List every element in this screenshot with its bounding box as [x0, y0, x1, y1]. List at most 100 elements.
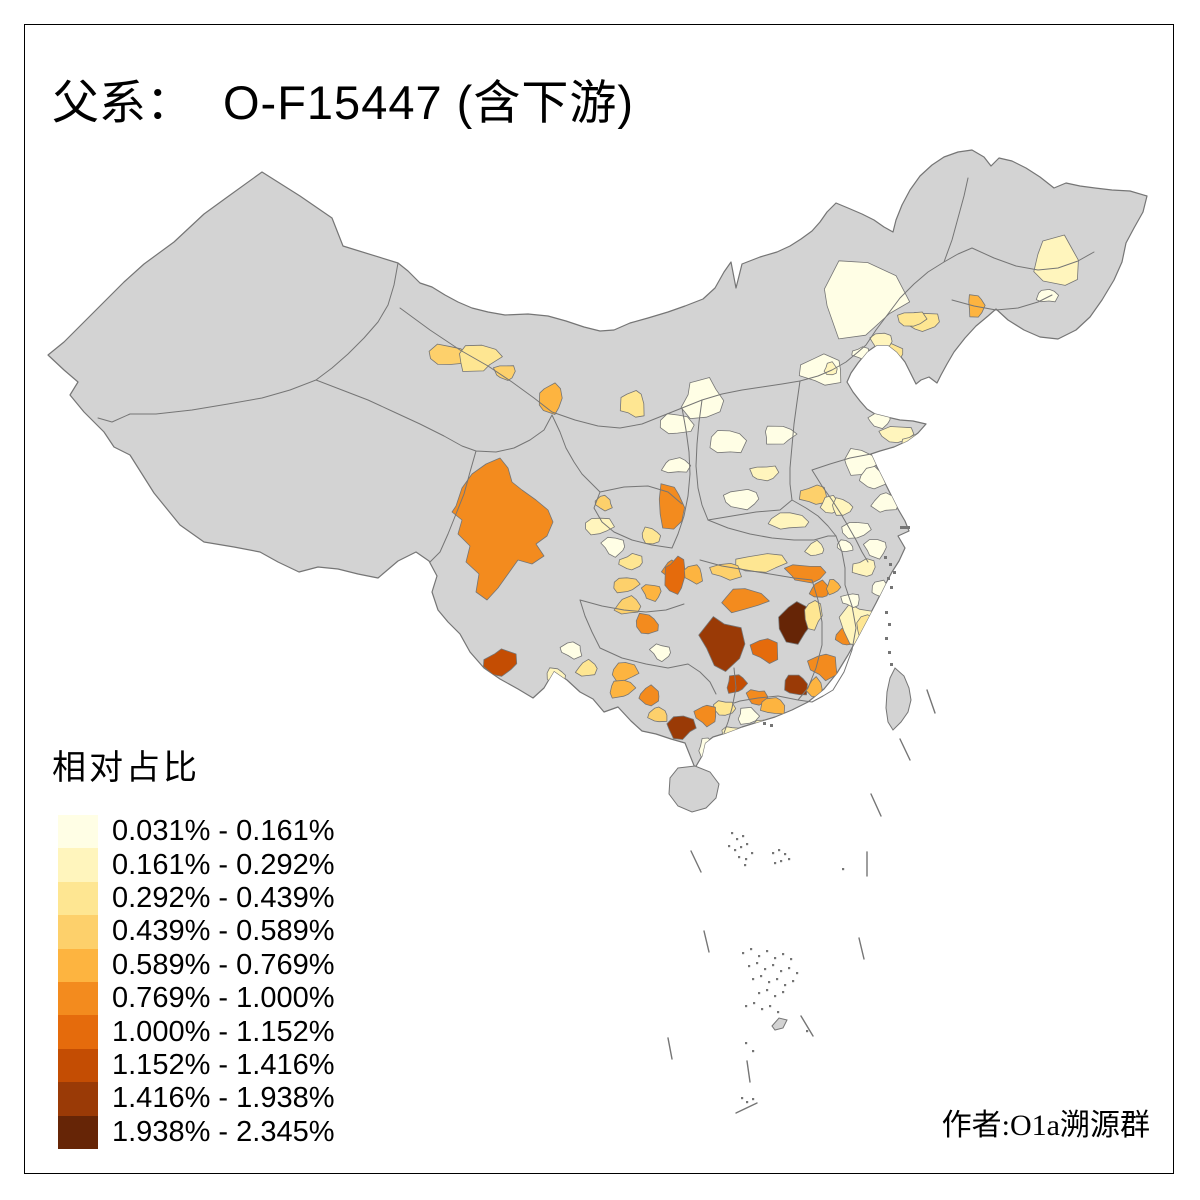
- island-speck: [731, 832, 734, 835]
- island-speck: [790, 958, 793, 961]
- island-speck: [806, 1030, 809, 1033]
- prefecture-region: [575, 658, 598, 677]
- prefecture-region: [760, 697, 786, 715]
- south-china-sea-islands: [728, 832, 845, 1104]
- prefecture-region: [749, 638, 779, 664]
- prefecture-region: [726, 674, 748, 694]
- prefecture-region: [749, 465, 780, 482]
- nine-dash-line: [667, 689, 936, 1114]
- attribution: 作者:O1a溯源群: [941, 1109, 1150, 1142]
- island-speck: [778, 849, 781, 852]
- prefecture-region: [824, 260, 911, 340]
- legend-label: 1.416% - 1.938%: [112, 1082, 335, 1115]
- legend-item: 0.031% - 0.161%: [58, 815, 334, 849]
- prefecture-region: [721, 588, 770, 614]
- legend-item: 1.938% - 2.345%: [58, 1115, 334, 1149]
- legend-swatch: [58, 981, 98, 1016]
- legend-swatch: [58, 848, 98, 882]
- nine-dash-segment: [926, 689, 936, 714]
- island-speck: [769, 1005, 772, 1008]
- nine-dash-segment: [735, 1102, 758, 1114]
- prefecture-region: [735, 553, 788, 573]
- legend-swatch: [58, 1115, 98, 1149]
- prefecture-region: [798, 353, 842, 386]
- island-speck: [746, 1101, 749, 1104]
- taiwan-island: [885, 667, 912, 731]
- legend-swatch: [58, 915, 98, 949]
- island-speck: [756, 962, 759, 965]
- island-speck: [728, 845, 731, 848]
- prefecture-region: [559, 641, 583, 660]
- province-border-center: [593, 380, 837, 549]
- prefecture-region: [804, 600, 823, 631]
- prefecture-region: [619, 390, 645, 418]
- prefecture-region: [428, 343, 468, 365]
- legend-label: 0.589% - 0.769%: [112, 948, 335, 981]
- legend-item: 1.416% - 1.938%: [58, 1082, 335, 1116]
- island-speck: [741, 1097, 744, 1100]
- prefecture-region: [638, 684, 660, 707]
- legend-label: 0.161% - 0.292%: [112, 848, 335, 881]
- prefecture-region: [832, 497, 854, 516]
- island-speck: [742, 835, 745, 838]
- island-speck: [780, 860, 783, 863]
- prefecture-region: [709, 430, 747, 454]
- legend-item: 1.000% - 1.152%: [58, 1015, 334, 1049]
- coastal-islets: [763, 526, 910, 727]
- nine-dash-segment: [703, 930, 710, 953]
- prefecture-region: [680, 377, 725, 420]
- prefecture-region: [693, 704, 717, 728]
- prefecture-region: [841, 522, 872, 539]
- prefecture-region: [609, 679, 637, 699]
- island-speck: [766, 950, 769, 953]
- legend-swatch: [58, 948, 98, 982]
- island-speck: [776, 978, 779, 981]
- island-speck: [736, 838, 739, 841]
- legend-label: 0.769% - 1.000%: [112, 982, 335, 1015]
- legend-item: 0.589% - 0.769%: [58, 948, 335, 982]
- plot-border: [24, 24, 1174, 1174]
- island-speck: [758, 955, 761, 958]
- nine-dash-segment: [870, 793, 882, 817]
- prefecture-region: [767, 512, 810, 530]
- island-speck: [796, 972, 799, 975]
- legend-label: 1.152% - 1.416%: [112, 1048, 335, 1081]
- prefecture-region: [658, 483, 685, 530]
- prefecture-region: [778, 601, 814, 645]
- legend-label: 0.292% - 0.439%: [112, 881, 335, 914]
- prefecture-region: [863, 539, 887, 560]
- island-speck: [738, 856, 741, 859]
- title-haplogroup: O-F15447 (含下游): [223, 76, 634, 129]
- prefecture-region: [482, 648, 518, 677]
- prefecture-region: [897, 311, 928, 327]
- prefecture-region: [826, 579, 842, 596]
- prefecture-region: [799, 484, 827, 505]
- island-speck: [740, 846, 743, 849]
- island-speck: [792, 980, 795, 983]
- island-speck: [782, 991, 785, 994]
- island-speck: [772, 852, 775, 855]
- prefecture-region: [640, 584, 662, 602]
- legend-swatch: [58, 1082, 98, 1116]
- island-speck: [780, 970, 783, 973]
- nine-dash-segment: [899, 738, 911, 761]
- island-speck: [777, 1011, 780, 1014]
- prefecture-region: [618, 553, 643, 571]
- prefecture-region: [600, 536, 625, 558]
- island-speck: [774, 862, 777, 865]
- legend-item: 0.292% - 0.439%: [58, 881, 335, 916]
- prefecture-region: [851, 558, 876, 577]
- prefecture-region: [594, 494, 613, 512]
- prefecture-region: [664, 555, 686, 595]
- prefecture-region: [859, 465, 886, 490]
- island-speck: [761, 1008, 764, 1011]
- island-speck: [782, 953, 785, 956]
- prefecture-region: [661, 457, 692, 474]
- prefecture-region: [611, 662, 640, 684]
- province-border-south: [579, 519, 857, 734]
- prefecture-region: [1035, 288, 1059, 303]
- island-speck: [745, 858, 748, 861]
- legend-swatch: [58, 1015, 98, 1049]
